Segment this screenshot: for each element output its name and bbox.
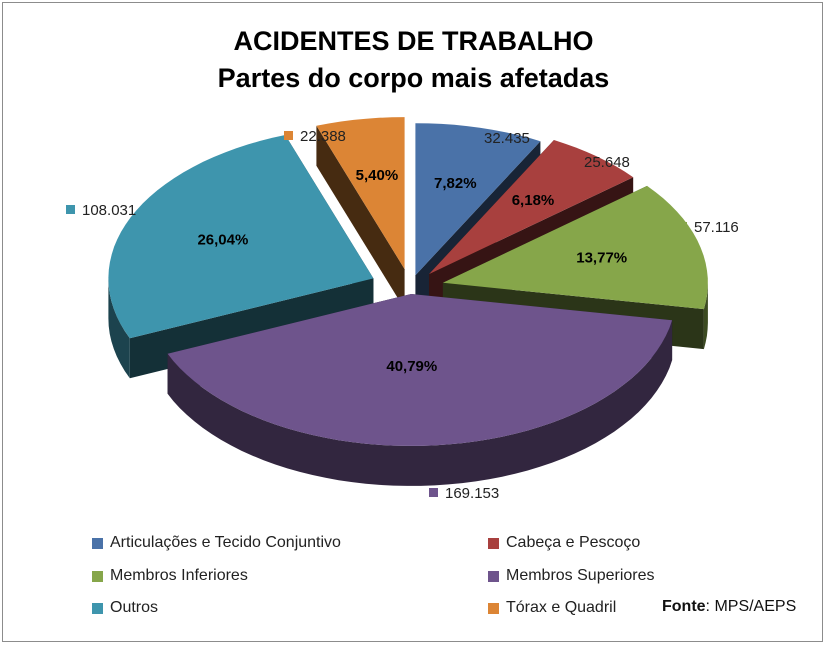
source-note: Fonte: MPS/AEPS bbox=[662, 598, 796, 616]
slice-side-wall bbox=[316, 125, 405, 310]
legend-item: Outros bbox=[92, 598, 158, 618]
legend-item: Membros Superiores bbox=[488, 566, 655, 586]
slice-top bbox=[442, 185, 708, 310]
legend-label: Membros Inferiores bbox=[110, 567, 248, 584]
legend-label: Outros bbox=[110, 599, 159, 616]
slice-value-label: 108.031 bbox=[82, 202, 136, 219]
slice-percent-label: 40,79% bbox=[386, 358, 437, 375]
source-text: : MPS/AEPS bbox=[705, 598, 797, 615]
value-label-marker bbox=[66, 205, 75, 214]
value-label-marker bbox=[284, 131, 293, 140]
legend-swatch bbox=[488, 570, 499, 582]
slice-outer-wall bbox=[703, 282, 708, 350]
legend-swatch bbox=[488, 602, 499, 614]
slice-value-label: 25.648 bbox=[584, 154, 630, 171]
pie-slice bbox=[316, 117, 405, 310]
pie-slice bbox=[167, 294, 673, 486]
legend-item: Articulações e Tecido Conjuntivo bbox=[92, 533, 341, 553]
slice-percent-label: 26,04% bbox=[197, 231, 248, 248]
slice-outer-wall bbox=[108, 278, 130, 379]
slice-top bbox=[167, 294, 673, 446]
legend-label: Articulações e Tecido Conjuntivo bbox=[110, 534, 341, 551]
slice-top bbox=[108, 135, 374, 339]
value-label-marker bbox=[568, 157, 577, 166]
chart-title: ACIDENTES DE TRABALHO bbox=[233, 26, 594, 56]
legend-label: Membros Superiores bbox=[506, 567, 655, 584]
value-label-marker bbox=[678, 222, 687, 231]
legend-swatch bbox=[92, 537, 103, 549]
slice-percent-label: 13,77% bbox=[576, 250, 627, 267]
legend-swatch bbox=[92, 602, 103, 614]
slice-outer-wall bbox=[167, 320, 673, 486]
slice-percent-label: 6,18% bbox=[512, 192, 555, 209]
slice-top bbox=[429, 140, 634, 275]
legend-swatch bbox=[92, 570, 103, 582]
slice-percent-label: 5,40% bbox=[356, 167, 399, 184]
source-label: Fonte bbox=[662, 598, 706, 615]
value-label-marker bbox=[468, 133, 477, 142]
slice-top bbox=[316, 117, 405, 270]
legend-label: Cabeça e Pescoço bbox=[506, 534, 641, 551]
legend-item: Tórax e Quadril bbox=[488, 598, 616, 618]
legend-item: Membros Inferiores bbox=[92, 566, 248, 586]
slice-value-label: 22.388 bbox=[300, 128, 346, 145]
slice-value-label: 57.116 bbox=[694, 219, 739, 236]
legend-swatch bbox=[488, 537, 499, 549]
slice-top bbox=[415, 123, 541, 276]
slice-value-label: 32.435 bbox=[484, 130, 530, 147]
chart-subtitle: Partes do corpo mais afetadas bbox=[217, 63, 610, 93]
slice-percent-label: 7,82% bbox=[434, 175, 477, 192]
legend-item: Cabeça e Pescoço bbox=[488, 533, 640, 553]
legend-label: Tórax e Quadril bbox=[506, 599, 617, 616]
value-label-marker bbox=[429, 488, 438, 497]
slice-value-label: 169.153 bbox=[445, 485, 499, 502]
